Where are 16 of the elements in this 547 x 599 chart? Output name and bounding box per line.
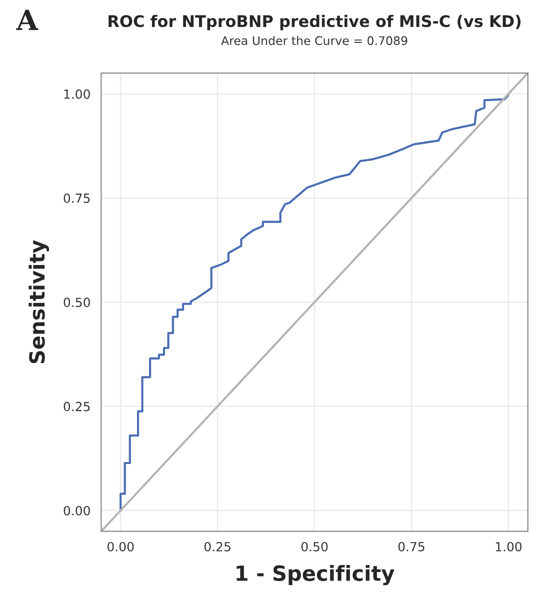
y-axis-title: Sensitivity xyxy=(28,240,50,364)
chart-subtitle: Area Under the Curve = 0.7089 xyxy=(221,36,408,46)
y-tick-label: 0.75 xyxy=(64,194,90,203)
text: A xyxy=(16,10,38,30)
y-tick-label: 0.50 xyxy=(64,298,90,308)
chart-title: ROC for NTproBNP predictive of MIS-C (vs KD) xyxy=(108,14,521,30)
y-tick-label: 1.00 xyxy=(64,89,90,99)
x-axis-title: 1 - Specificity xyxy=(236,564,394,586)
y-tick-label: 0.25 xyxy=(64,402,90,412)
x-tick-label: 0.75 xyxy=(398,542,424,552)
x-tick-label: 0.25 xyxy=(204,542,230,552)
x-tick-label: 0.50 xyxy=(301,542,328,552)
x-tick-label: 0.00 xyxy=(107,542,134,552)
y-tick-label: 0.00 xyxy=(64,506,90,516)
x-tick-label: 1.00 xyxy=(496,542,522,552)
line-series xyxy=(120,92,510,512)
